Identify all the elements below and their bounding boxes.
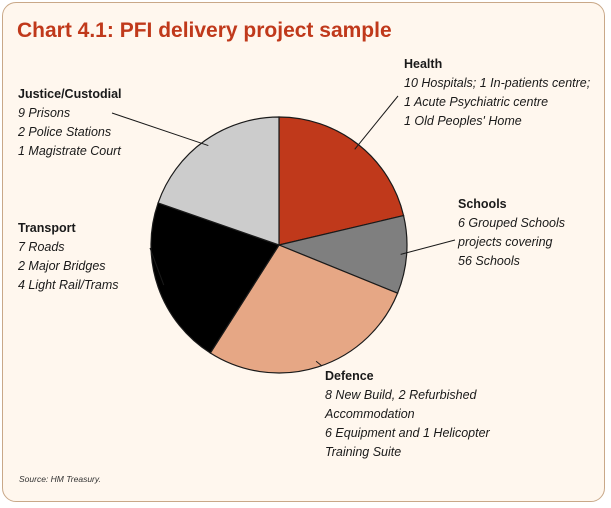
leader-line-defence: [315, 360, 323, 367]
label-transport-detail: 4 Light Rail/Trams: [18, 278, 119, 292]
label-health-title: Health: [404, 57, 443, 71]
label-defence-title: Defence: [325, 369, 374, 383]
label-defence-detail: Accommodation: [325, 407, 415, 421]
label-defence: Defence 8 New Build, 2 Refurbished Accom…: [325, 367, 490, 462]
pie-slice-defence: [209, 244, 399, 374]
label-health-detail: 1 Old Peoples' Home: [404, 114, 522, 128]
pie-slice-schools: [277, 214, 408, 295]
label-defence-detail: 6 Equipment and 1 Helicopter: [325, 426, 490, 440]
label-health-detail: 10 Hospitals; 1 In-patients centre;: [404, 76, 591, 90]
label-schools-detail: 6 Grouped Schools: [458, 216, 566, 230]
label-justice-detail: 9 Prisons: [18, 106, 71, 120]
label-transport: Transport 7 Roads 2 Major Bridges 4 Ligh…: [18, 219, 119, 295]
label-schools-detail: 56 Schools: [458, 254, 520, 268]
label-schools-detail: projects covering: [458, 235, 553, 249]
label-justice-title: Justice/Custodial: [18, 87, 122, 101]
label-transport-detail: 2 Major Bridges: [18, 259, 106, 273]
source-note: Source: HM Treasury.: [19, 474, 101, 484]
leader-line-schools: [400, 239, 456, 255]
leader-line-justice-custodial: [111, 112, 209, 147]
chart-title: Chart 4.1: PFI delivery project sample: [17, 19, 392, 42]
label-defence-detail: 8 New Build, 2 Refurbished: [325, 388, 477, 402]
leader-line-health: [354, 95, 399, 150]
label-schools: Schools 6 Grouped Schools projects cover…: [458, 195, 565, 271]
label-justice-detail: 1 Magistrate Court: [18, 144, 121, 158]
pie-slice-transport: [150, 202, 280, 354]
label-justice: Justice/Custodial 9 Prisons 2 Police Sta…: [18, 85, 122, 161]
label-health-detail: 1 Acute Psychiatric centre: [404, 95, 549, 109]
label-health: Health 10 Hospitals; 1 In-patients centr…: [404, 55, 590, 131]
pie-slice-justice-custodial: [157, 116, 280, 246]
label-transport-title: Transport: [18, 221, 76, 235]
label-transport-detail: 7 Roads: [18, 240, 65, 254]
label-schools-title: Schools: [458, 197, 507, 211]
label-justice-detail: 2 Police Stations: [18, 125, 112, 139]
label-defence-detail: Training Suite: [325, 445, 402, 459]
leader-line-transport: [149, 247, 165, 286]
